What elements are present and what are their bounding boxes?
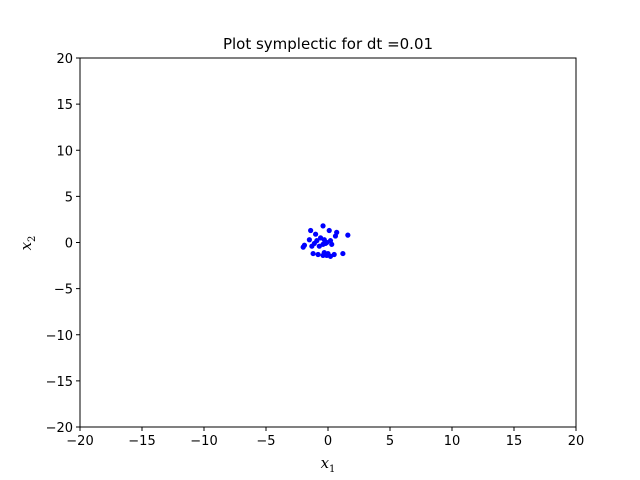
data-point <box>331 251 337 258</box>
data-point <box>308 227 314 234</box>
y-axis-label: x2 <box>17 236 38 251</box>
x-tick-label: 20 <box>568 434 585 449</box>
y-tick-label: −20 <box>46 421 73 436</box>
plot-area-frame <box>79 57 577 428</box>
y-tick-label: 15 <box>56 98 73 113</box>
x-tick-label: −15 <box>128 434 155 449</box>
x-axis-label-base: x <box>321 454 330 472</box>
data-point <box>320 223 326 229</box>
data-point <box>322 240 329 247</box>
x-tick-label: 0 <box>324 434 332 449</box>
y-tick-label: 10 <box>56 144 73 159</box>
data-point <box>300 244 306 250</box>
data-point <box>325 250 331 257</box>
data-point <box>340 250 346 257</box>
x-axis-label: x1 <box>321 454 336 475</box>
data-point <box>313 231 319 237</box>
y-tick-label: −10 <box>46 329 73 344</box>
y-tick-label: 0 <box>65 237 73 252</box>
y-tick-label: 5 <box>65 190 73 205</box>
x-axis-ticks: −20 −15 −10 −5 0 5 10 15 20 <box>66 427 584 449</box>
y-tick-label: −15 <box>46 375 73 390</box>
data-point <box>315 251 321 258</box>
data-point <box>320 252 326 259</box>
data-point <box>329 241 335 247</box>
x-tick-label: −5 <box>256 434 275 449</box>
x-tick-label: −10 <box>190 434 217 449</box>
data-point <box>306 237 312 243</box>
y-axis-ticks: −20 −15 −10 −5 0 5 10 15 20 <box>46 52 80 436</box>
data-point <box>310 250 316 257</box>
data-point <box>317 235 324 241</box>
y-tick-label: 20 <box>56 52 73 67</box>
y-axis-label-subscript: 2 <box>27 236 38 242</box>
x-tick-label: 15 <box>506 434 523 449</box>
data-points <box>300 223 351 259</box>
data-point <box>345 232 351 238</box>
data-point <box>309 243 315 249</box>
x-tick-label: −20 <box>66 434 93 449</box>
data-point <box>332 233 339 239</box>
data-point <box>326 227 332 234</box>
x-tick-label: 5 <box>386 434 394 449</box>
chart-title: Plot symplectic for dt =0.01 <box>223 35 433 53</box>
x-axis-label-subscript: 1 <box>329 464 335 475</box>
x-tick-label: 10 <box>444 434 461 449</box>
y-tick-label: −5 <box>54 283 73 298</box>
y-axis-label-base: x <box>17 241 35 250</box>
